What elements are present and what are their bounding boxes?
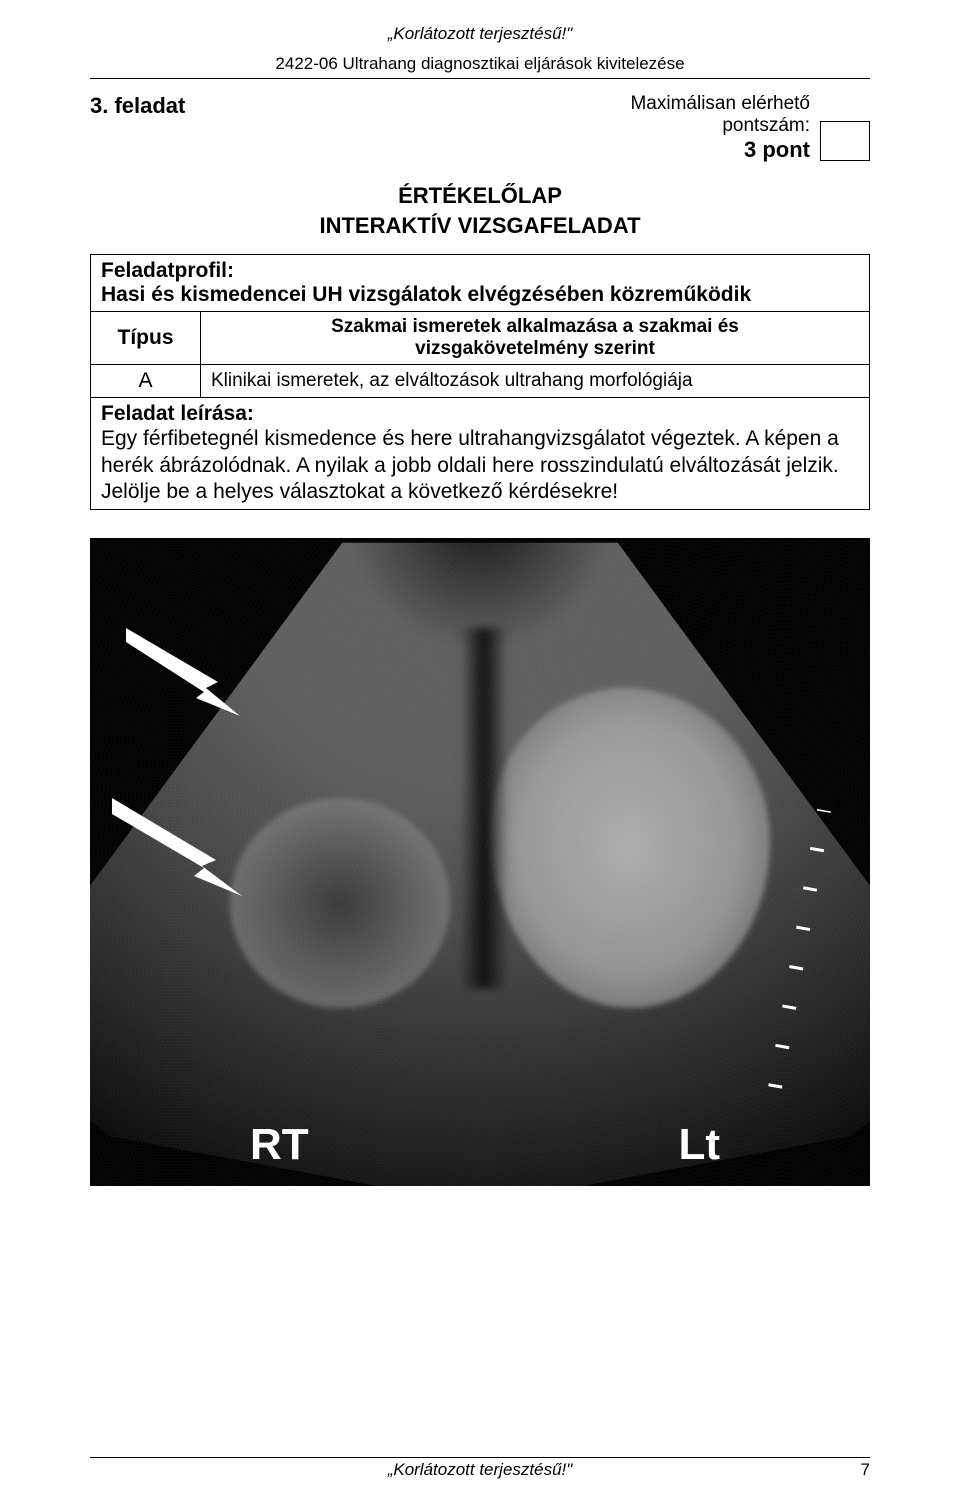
profile-label: Feladatprofil: — [101, 259, 234, 282]
eval-line-1: ÉRTÉKELŐLAP — [90, 181, 870, 211]
footer-divider — [90, 1457, 870, 1458]
restricted-label: „Korlátozott terjesztésű!" — [90, 24, 870, 44]
row-a-text: Klinikai ismeretek, az elváltozások ultr… — [201, 365, 870, 398]
score-block: Maximálisan elérhető pontszám: 3 pont — [630, 93, 870, 163]
header-divider — [90, 78, 870, 79]
points-value: 3 pont — [630, 137, 810, 163]
score-input-box — [820, 121, 870, 161]
eval-line-2: INTERAKTÍV VIZSGAFELADAT — [90, 211, 870, 241]
row-a-label: A — [91, 365, 201, 398]
description-cell: Feladat leírása: Egy férfibetegnél kisme… — [91, 398, 870, 510]
arrow-icon-2 — [112, 798, 252, 898]
arrow-icon-1 — [126, 628, 246, 718]
subject-line: 2422-06 Ultrahang diagnosztikai eljáráso… — [275, 54, 684, 76]
footer-text: „Korlátozott terjesztésű!" — [120, 1460, 840, 1480]
max-score-label-1: Maximálisan elérhető — [630, 93, 810, 115]
profile-cell: Feladatprofil: Hasi és kismedencei UH vi… — [91, 255, 870, 312]
ultrasound-label-rt: RT — [250, 1120, 309, 1170]
page-number: 7 — [840, 1460, 870, 1480]
profile-text: Hasi és kismedencei UH vizsgálatok elvég… — [101, 283, 751, 306]
instruction-text: Jelölje be a helyes választokat a követk… — [101, 480, 618, 503]
page-footer: „Korlátozott terjesztésű!" 7 — [90, 1457, 870, 1480]
task-number: 3. feladat — [90, 93, 185, 119]
max-score-label-2: pontszám: — [630, 115, 810, 137]
page-header: „Korlátozott terjesztésű!" 2422-06 Ultra… — [90, 24, 870, 79]
desc-label: Feladat leírása: — [101, 402, 254, 425]
task-heading-row: 3. feladat Maximálisan elérhető pontszám… — [90, 93, 870, 163]
evaluation-title: ÉRTÉKELŐLAP INTERAKTÍV VIZSGAFELADAT — [90, 181, 870, 240]
type-label: Típus — [91, 312, 201, 365]
ultrasound-label-lt: Lt — [678, 1120, 720, 1170]
type-text: Szakmai ismeretek alkalmazása a szakmai … — [201, 312, 870, 365]
task-table: Feladatprofil: Hasi és kismedencei UH vi… — [90, 254, 870, 510]
desc-text: Egy férfibetegnél kismedence és here ult… — [101, 427, 839, 476]
ultrasound-image: RT Lt — [90, 538, 870, 1186]
